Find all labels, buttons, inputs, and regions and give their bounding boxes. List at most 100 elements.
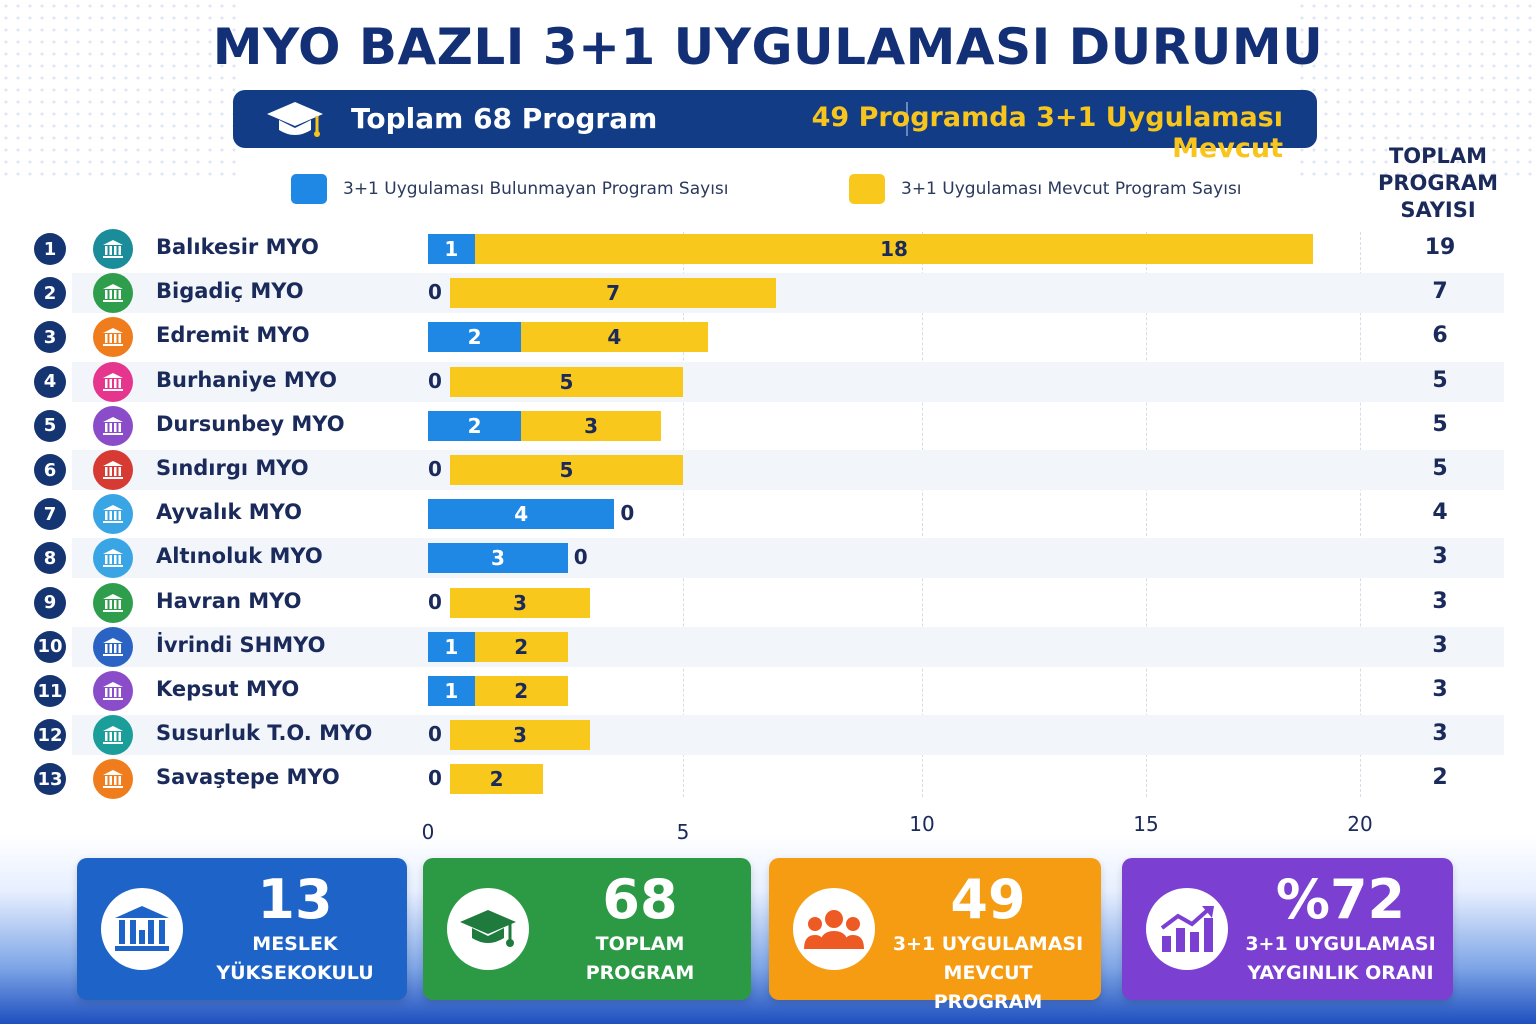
- background-dots-left: [0, 0, 240, 180]
- graduation-cap-icon: [447, 888, 529, 970]
- building-icon: [93, 494, 133, 535]
- building-icon: [93, 273, 133, 314]
- building-icon: [93, 626, 133, 667]
- summary-card: 13 MESLEK YÜKSEKOKULU: [77, 858, 407, 1000]
- bar-segment-without: 1: [428, 234, 475, 264]
- building-icon: [93, 317, 133, 358]
- bar-segment-without: 1: [428, 676, 475, 706]
- zero-label-without: 0: [428, 457, 442, 481]
- row-number-badge: 12: [34, 719, 66, 752]
- row-label: Edremit MYO: [156, 323, 310, 348]
- summary-card: 68 TOPLAM PROGRAM: [423, 858, 751, 1000]
- row-total-value: 2: [1432, 765, 1448, 791]
- legend-item-without: 3+1 Uygulaması Bulunmayan Program Sayısı: [291, 174, 729, 204]
- zero-label-without: 0: [428, 722, 442, 747]
- summary-card-value: %72: [1275, 868, 1406, 931]
- row-label: Altınoluk MYO: [156, 544, 323, 569]
- row-number-badge: 3: [34, 321, 66, 354]
- page-title: MYO BAZLI 3+1 UYGULAMASI DURUMU: [212, 18, 1324, 76]
- summary-card-value: 68: [602, 868, 678, 931]
- total-header-word: SAYISI: [1400, 198, 1476, 222]
- summary-card-label-line1: TOPLAM: [595, 933, 685, 955]
- building-icon: [93, 538, 133, 579]
- row-number-badge: 13: [34, 763, 66, 796]
- x-tick-label: 20: [1347, 812, 1373, 836]
- gridline: [683, 232, 684, 797]
- zero-label-with: 0: [620, 501, 635, 526]
- building-icon: [93, 759, 133, 800]
- zero-label-without: 0: [428, 589, 442, 614]
- row-total-value: 4: [1432, 500, 1448, 526]
- bar-segment-with: 7: [450, 278, 777, 309]
- bar-segment-without: 2: [428, 322, 522, 353]
- building-icon: [93, 582, 133, 623]
- x-tick-label: 10: [909, 812, 935, 836]
- building-icon: [93, 450, 133, 490]
- summary-card: 49 3+1 UYGULAMASI MEVCUT PROGRAM: [769, 858, 1101, 1013]
- row-number-badge: 5: [34, 409, 66, 442]
- summary-card: %72 3+1 UYGULAMASI YAYGINLIK ORANI: [1122, 858, 1453, 1000]
- building-icon: [101, 888, 183, 970]
- building-icon: [93, 671, 133, 711]
- row-label: Balıkesir MYO: [156, 235, 319, 259]
- row-number-badge: 6: [34, 454, 66, 486]
- summary-card-label-line2: YAYGINLIK ORANI: [1247, 962, 1434, 984]
- row-stripe: [72, 626, 1504, 667]
- row-number-badge: 8: [34, 542, 66, 575]
- row-label: Dursunbey MYO: [156, 411, 345, 436]
- legend-swatch-yellow: [849, 174, 885, 204]
- x-tick-label: 5: [676, 820, 690, 844]
- row-total-value: 3: [1432, 544, 1448, 570]
- x-tick-label: 0: [421, 820, 435, 844]
- background-dots-right: [1296, 0, 1536, 180]
- legend-swatch-blue: [291, 174, 327, 204]
- row-label: Savaştepe MYO: [156, 765, 340, 790]
- bar-segment-with: 3: [450, 720, 590, 751]
- total-column-header: TOPLAM PROGRAM SAYISI: [1370, 143, 1506, 224]
- row-total-value: 7: [1432, 279, 1448, 305]
- gridline: [1146, 232, 1147, 797]
- row-number-badge: 2: [34, 277, 66, 310]
- banner-total-programs: Toplam 68 Program: [351, 102, 658, 135]
- bar-segment-without: 1: [428, 631, 475, 662]
- row-total-value: 3: [1432, 632, 1448, 658]
- summary-card-value: 13: [257, 868, 333, 931]
- bar-segment-with: 4: [521, 322, 708, 353]
- row-label: Burhaniye MYO: [156, 367, 338, 392]
- bar-segment-with: 2: [474, 676, 568, 706]
- summary-card-label: 3+1 UYGULAMASI MEVCUT PROGRAM: [887, 930, 1089, 1017]
- row-stripe: [72, 715, 1504, 756]
- row-label: İvrindi SHMYO: [156, 632, 326, 657]
- bar-segment-with: 2: [474, 631, 568, 662]
- building-icon: [93, 229, 133, 269]
- row-total-value: 3: [1432, 677, 1448, 702]
- row-total-value: 6: [1432, 323, 1448, 349]
- row-label: Kepsut MYO: [156, 677, 300, 701]
- row-number-badge: 4: [34, 365, 66, 398]
- row-number-badge: 1: [34, 233, 66, 265]
- gridline: [922, 232, 923, 797]
- summary-card-label: TOPLAM PROGRAM: [541, 930, 739, 988]
- summary-card-label-line2: YÜKSEKOKULU: [216, 962, 374, 984]
- row-total-value: 19: [1424, 235, 1456, 260]
- row-total-value: 3: [1432, 588, 1448, 614]
- bar-segment-without: 4: [428, 499, 615, 530]
- summary-card-label-line2: PROGRAM: [585, 962, 695, 984]
- legend-label-without: 3+1 Uygulaması Bulunmayan Program Sayısı: [343, 179, 729, 199]
- summary-banner: Toplam 68 Program 49 Programda 3+1 Uygul…: [233, 90, 1317, 164]
- bar-segment-with: 3: [521, 410, 661, 441]
- row-number-badge: 10: [34, 630, 66, 663]
- summary-card-value: 49: [950, 868, 1026, 931]
- bar-segment-with: 18: [474, 234, 1314, 264]
- row-label: Ayvalık MYO: [156, 500, 302, 525]
- row-stripe: [72, 361, 1504, 402]
- summary-card-label-line1: 3+1 UYGULAMASI: [892, 933, 1084, 955]
- summary-card-label-line1: 3+1 UYGULAMASI: [1245, 933, 1436, 955]
- row-total-value: 5: [1432, 411, 1448, 437]
- bar-segment-with: 2: [450, 764, 544, 795]
- summary-card-label: 3+1 UYGULAMASI YAYGINLIK ORANI: [1240, 930, 1441, 988]
- zero-label-without: 0: [428, 368, 442, 393]
- row-stripe: [72, 538, 1504, 579]
- bar-segment-with: 5: [450, 366, 683, 397]
- row-stripe: [72, 273, 1504, 314]
